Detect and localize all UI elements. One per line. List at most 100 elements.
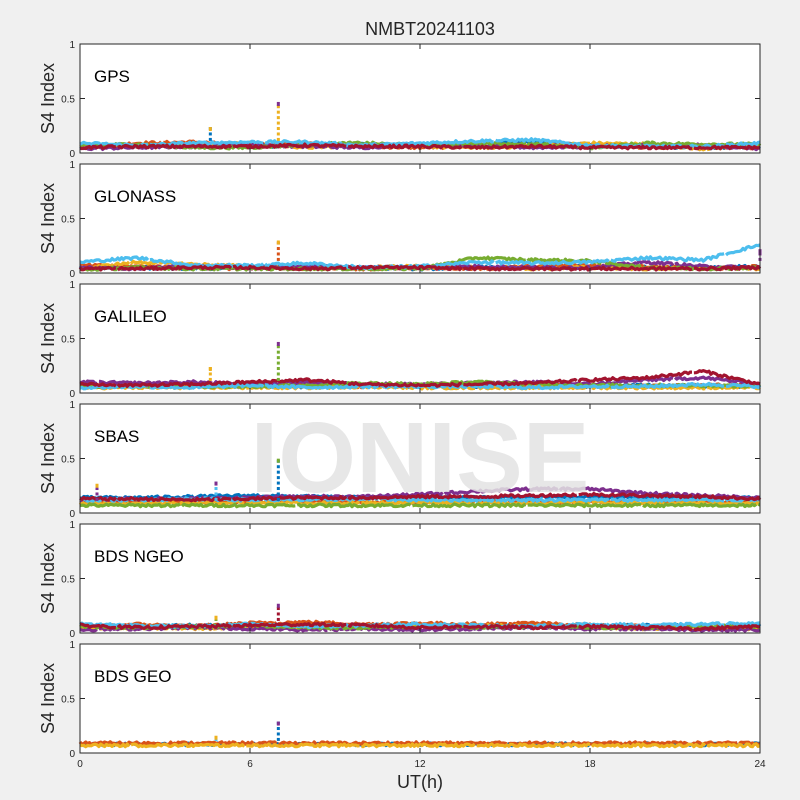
y-tick-label: 0.5 [61, 335, 75, 346]
spike-peak [276, 458, 280, 463]
spike-marker [276, 481, 280, 485]
y-axis-label: S4 Index [38, 663, 58, 734]
spike-marker [276, 132, 280, 136]
spike-marker [276, 356, 280, 360]
spike-marker [276, 377, 280, 381]
spike-marker [95, 487, 99, 491]
spike-marker [276, 116, 280, 120]
spike-peak [208, 127, 212, 132]
panel-bds-geo: 0 0.5 1 0 6 12 18 24 BDS GEO S4 Index [38, 640, 766, 770]
y-axis-label: S4 Index [38, 303, 58, 374]
panel-galileo: 0 0.5 1 GALILEO S4 Index [38, 280, 762, 400]
y-tick-label: 0.5 [61, 215, 75, 226]
spike-marker [208, 372, 212, 376]
spike-marker [276, 492, 280, 496]
x-axis-label: UT(h) [397, 772, 443, 792]
panels: 0 0.5 1 GPS S4 Index 0 0.5 1 GLONASS S4 Index 0 0.5… [38, 40, 766, 770]
y-tick-label: 0 [69, 389, 75, 400]
chart-title: NMBT20241103 [365, 19, 495, 39]
series-trace [79, 142, 761, 151]
spike-marker [276, 372, 280, 376]
spike-marker [276, 121, 280, 125]
spike-marker [276, 247, 280, 251]
y-tick-label: 0 [69, 269, 75, 280]
series-7 [79, 621, 761, 632]
y-tick-label: 0 [69, 149, 75, 160]
y-tick-label: 1 [69, 640, 75, 651]
spike-marker [276, 470, 280, 474]
spike-marker [276, 110, 280, 114]
spike-marker [276, 476, 280, 480]
plot-area [80, 284, 760, 393]
spike-marker [276, 487, 280, 491]
series-trace [79, 137, 761, 150]
spike-marker [276, 737, 280, 741]
spike-peak [214, 735, 218, 740]
series-trace [79, 369, 761, 388]
spike-marker [208, 132, 212, 136]
spike-peak [208, 367, 212, 372]
series-7 [79, 369, 761, 388]
series-7 [79, 142, 761, 151]
spike-peak [276, 721, 280, 726]
series-trace [79, 502, 761, 509]
spike-marker [276, 350, 280, 354]
spike-peak [276, 101, 280, 106]
panel-label: GPS [94, 67, 130, 86]
spike-marker [276, 497, 280, 501]
panel-bds-ngeo: 0 0.5 1 BDS NGEO S4 Index [38, 520, 762, 640]
panel-gps: 0 0.5 1 GPS S4 Index [38, 40, 762, 160]
spike-peak [276, 603, 280, 608]
spike-peak [214, 481, 218, 486]
spike-marker [214, 497, 218, 501]
y-axis-label: S4 Index [38, 183, 58, 254]
y-tick-label: 1 [69, 280, 75, 291]
spike-marker [276, 367, 280, 371]
spike-marker [276, 465, 280, 469]
series-trace [79, 243, 761, 271]
spike-marker [276, 617, 280, 621]
y-tick-label: 0.5 [61, 95, 75, 106]
panel-label: GLONASS [94, 187, 176, 206]
panel-label: BDS GEO [94, 667, 171, 686]
y-axis-label: S4 Index [38, 423, 58, 494]
series-trace [79, 742, 761, 749]
x-tick-label: 6 [247, 759, 253, 770]
plot-area [80, 44, 760, 153]
spike-marker [208, 377, 212, 381]
spike-marker [276, 252, 280, 256]
spike-marker [276, 105, 280, 109]
panel-label: GALILEO [94, 307, 167, 326]
x-tick-label: 0 [77, 759, 83, 770]
spike-marker [276, 361, 280, 365]
series-6 [79, 243, 761, 271]
spike-marker [214, 492, 218, 496]
series-trace [79, 621, 761, 632]
spike-marker [214, 487, 218, 491]
y-tick-label: 0 [69, 629, 75, 640]
x-tick-label: 12 [414, 759, 426, 770]
y-tick-label: 0 [69, 509, 75, 520]
panel-sbas: 0 0.5 1 SBAS S4 Index [38, 400, 762, 520]
spike-marker [276, 345, 280, 349]
series-3 [79, 742, 761, 749]
spike-peak [276, 341, 280, 346]
y-axis-label: S4 Index [38, 543, 58, 614]
plot-area [80, 164, 760, 273]
spike-peak [214, 615, 218, 620]
x-tick-label: 18 [584, 759, 596, 770]
y-tick-label: 1 [69, 400, 75, 411]
panel-label: SBAS [94, 427, 139, 446]
plot-area [80, 524, 760, 633]
spike-marker [276, 257, 280, 261]
series-7 [78, 264, 762, 272]
y-tick-label: 0.5 [61, 455, 75, 466]
spike-marker [276, 607, 280, 611]
y-tick-label: 0.5 [61, 695, 75, 706]
panel-label: BDS NGEO [94, 547, 184, 566]
y-tick-label: 0 [69, 749, 75, 760]
spike-marker [95, 497, 99, 501]
watermark: IONISE [251, 402, 590, 514]
spike-marker [276, 612, 280, 616]
